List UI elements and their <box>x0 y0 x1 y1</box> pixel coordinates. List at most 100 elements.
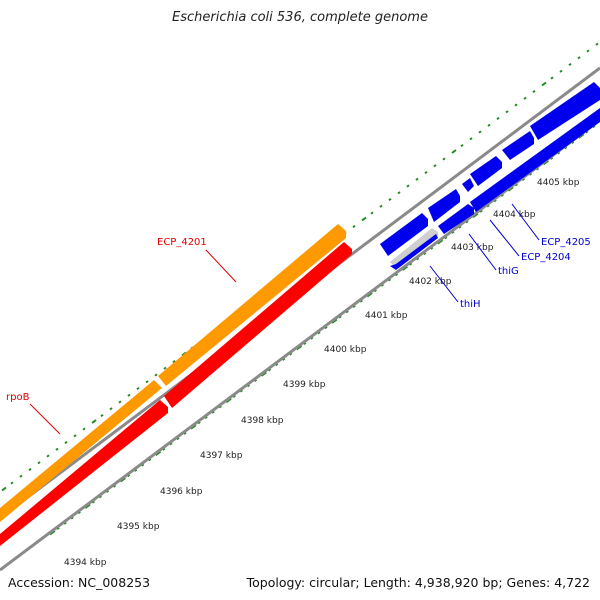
outer-tick <box>73 434 77 438</box>
red-feature-2[interactable] <box>164 242 352 408</box>
blue-feature-2[interactable] <box>428 189 460 222</box>
outer-tick <box>514 103 518 107</box>
blue-feature-6[interactable] <box>530 82 600 140</box>
inner-tick <box>338 315 342 319</box>
inner-tick <box>592 125 596 129</box>
scale-labels: 4394 kbp 4395 kbp 4396 kbp 4397 kbp 4398 kbp… <box>64 178 580 568</box>
inner-tick <box>401 265 408 271</box>
blue-feature-1[interactable] <box>380 213 428 256</box>
outer-tick <box>568 62 572 67</box>
ECP_4204-feature[interactable] <box>470 108 600 212</box>
inner-tick <box>317 331 321 335</box>
inner-tick <box>63 521 67 525</box>
outer-tick <box>469 137 473 141</box>
inner-tick <box>408 262 413 266</box>
outer-tick <box>487 123 491 127</box>
outer-tick <box>145 380 149 384</box>
inner-tick <box>49 530 56 536</box>
outer-tick <box>532 89 536 94</box>
scale-label: 4405 kbp <box>537 178 580 188</box>
inner-tick <box>430 246 434 250</box>
inner-tick <box>324 325 328 330</box>
outer-tick <box>541 81 547 87</box>
scale-label: 4397 kbp <box>200 451 243 461</box>
inner-tick <box>296 345 303 351</box>
inner-tick <box>253 378 258 382</box>
scale-label: 4399 kbp <box>283 380 326 390</box>
scale-label: 4401 kbp <box>365 311 408 321</box>
blue-feature-3[interactable] <box>462 178 474 192</box>
blue-feature-4[interactable] <box>470 156 502 186</box>
outer-tick <box>559 69 563 73</box>
inner-tick <box>380 283 384 287</box>
rpoB-label[interactable]: rpoB <box>6 392 30 403</box>
inner-tick <box>472 212 479 219</box>
outer-tick <box>109 407 113 411</box>
inner-tick <box>190 424 197 430</box>
thiG-feature[interactable] <box>438 204 474 234</box>
inner-tick <box>77 511 81 515</box>
ECP_4201-feature[interactable] <box>158 224 346 386</box>
rpoB-feature[interactable] <box>0 380 162 522</box>
ECP_4204-label[interactable]: ECP_4204 <box>521 252 571 263</box>
outer-tick <box>370 211 374 215</box>
scale-label: 4402 kbp <box>409 277 452 287</box>
inner-tick <box>571 140 575 145</box>
ECP_4201-leader-line <box>205 249 237 283</box>
scale-label: 4398 kbp <box>241 416 284 426</box>
inner-tick <box>141 463 145 467</box>
inner-tick <box>105 489 110 494</box>
thiG-label[interactable]: thiG <box>498 266 519 277</box>
inner-tick <box>578 133 585 139</box>
inner-tick <box>444 236 448 240</box>
outer-tick <box>118 400 122 404</box>
inner-tick <box>162 447 166 451</box>
outer-tick <box>586 49 590 53</box>
inner-tick <box>585 130 589 134</box>
inner-tick <box>282 357 286 361</box>
blue-feature-5[interactable] <box>502 131 534 160</box>
inner-tick <box>134 468 138 472</box>
inner-tick <box>556 151 561 155</box>
scale-label: 4404 kbp <box>493 210 536 220</box>
inner-tick <box>359 299 363 303</box>
inner-tick <box>218 405 222 409</box>
rpoC-feature[interactable] <box>0 400 168 546</box>
ECP_4205-label[interactable]: ECP_4205 <box>541 237 591 248</box>
inner-tick <box>204 415 208 419</box>
inner-tick <box>246 384 250 388</box>
thiH-label[interactable]: thiH <box>460 299 481 310</box>
outer-tick <box>163 366 167 370</box>
inner-tick-track <box>49 120 600 536</box>
outer-tick <box>82 427 86 431</box>
outer-tick <box>523 96 527 100</box>
inner-tick <box>507 186 514 192</box>
inner-tick <box>564 146 568 150</box>
scale-label: 4394 kbp <box>64 558 107 568</box>
outer-tick <box>19 474 23 478</box>
inner-tick <box>197 421 201 425</box>
inner-tick <box>84 503 91 509</box>
inner-tick <box>521 177 525 182</box>
inner-tick <box>260 371 267 377</box>
blue-feature-7[interactable] <box>390 234 438 270</box>
outer-tick <box>577 56 581 60</box>
outer-tick <box>388 197 392 202</box>
scale-label: 4396 kbp <box>160 487 203 497</box>
thiH-feature[interactable] <box>390 228 438 268</box>
accession-text: Accession: NC_008253 <box>8 575 151 590</box>
inner-tick <box>176 437 180 441</box>
ECP_4201-label[interactable]: ECP_4201 <box>157 237 207 248</box>
inner-tick <box>416 257 420 261</box>
inner-tick <box>211 410 215 414</box>
outer-tick <box>478 130 482 134</box>
outer-tick <box>460 143 464 148</box>
outer-tick <box>397 191 401 195</box>
outer-tick <box>433 164 437 168</box>
inner-tick <box>465 220 469 224</box>
outer-tick <box>100 413 104 418</box>
inner-tick <box>352 304 356 308</box>
inner-tick <box>112 484 117 488</box>
